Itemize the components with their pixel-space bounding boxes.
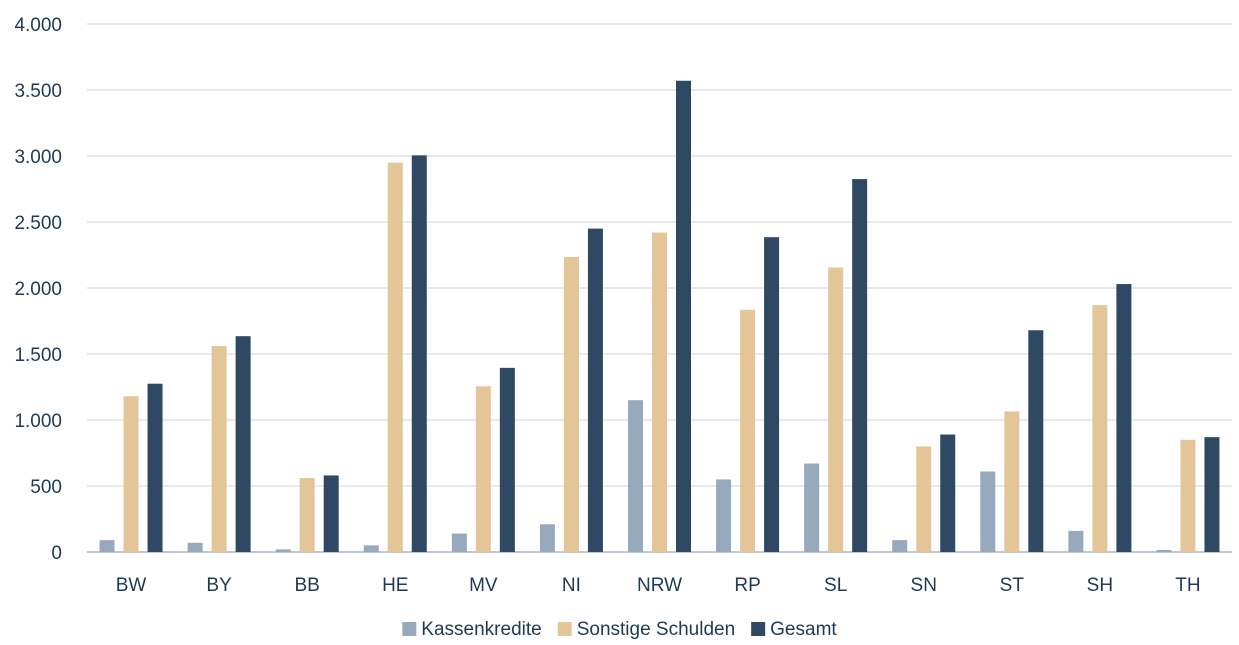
- x-tick-label: SH: [1087, 575, 1113, 596]
- y-tick-label: 2.500: [14, 213, 62, 234]
- legend-swatch-sonstige-schulden: [557, 622, 572, 636]
- bar-gesamt-sh: [1116, 284, 1132, 552]
- bar-sonstige-schulden-nrw: [652, 232, 667, 552]
- x-tick-label: NI: [562, 575, 581, 596]
- bar-kassenkredite-sh: [1068, 530, 1084, 552]
- bar-kassenkredite-ni: [539, 524, 555, 552]
- bar-kassenkredite-mv: [451, 533, 467, 552]
- bar-gesamt-st: [1028, 330, 1044, 552]
- bar-sonstige-schulden-th: [1180, 439, 1196, 552]
- bar-gesamt-sn: [940, 434, 956, 552]
- bar-kassenkredite-by: [187, 542, 203, 552]
- y-tick-label: 1.500: [14, 345, 62, 366]
- legend-swatch-gesamt: [751, 622, 766, 636]
- x-tick-label: SL: [824, 575, 847, 596]
- bar-sonstige-schulden-bw: [123, 396, 139, 552]
- x-tick-label: TH: [1175, 575, 1200, 596]
- bar-gesamt-he: [411, 155, 427, 552]
- y-tick-label: 4.000: [14, 15, 62, 36]
- x-tick-label: HE: [382, 575, 408, 596]
- bar-gesamt-rp: [764, 237, 780, 552]
- bar-kassenkredite-bb: [275, 549, 291, 552]
- bar-sonstige-schulden-ni: [563, 256, 579, 552]
- bar-kassenkredite-he: [363, 545, 379, 552]
- legend-label: Sonstige Schulden: [577, 619, 735, 640]
- bar-gesamt-th: [1204, 437, 1220, 552]
- x-axis-tick-labels: BW BY BB HE MV NI NRW RP SL SN ST SH TH: [116, 575, 1201, 596]
- bar-gesamt-bb: [323, 475, 339, 552]
- x-tick-label: RP: [734, 575, 760, 596]
- bar-sonstige-schulden-mv: [475, 386, 491, 552]
- bar-gesamt-ni: [587, 228, 603, 552]
- bar-sonstige-schulden-by: [211, 346, 227, 552]
- legend-label: Gesamt: [770, 619, 837, 640]
- bar-sonstige-schulden-sh: [1092, 305, 1108, 552]
- bar-sonstige-schulden-he: [387, 162, 403, 552]
- y-tick-label: 3.500: [14, 81, 62, 102]
- x-tick-label: NRW: [637, 575, 682, 596]
- bar-kassenkredite-bw: [99, 540, 115, 552]
- x-tick-label: BB: [295, 575, 320, 596]
- y-tick-label: 500: [30, 477, 62, 498]
- bars: [99, 80, 1220, 552]
- y-axis-tick-labels: 0 500 1.000 1.500 2.000 2.500 3.000 3.500 4.000: [14, 15, 62, 564]
- bar-sonstige-schulden-st: [1004, 411, 1020, 552]
- y-tick-label: 1.000: [14, 411, 62, 432]
- bar-kassenkredite-rp: [716, 479, 732, 552]
- y-tick-label: 3.000: [14, 147, 62, 168]
- legend: Kassenkredite Sonstige Schulden Gesamt: [402, 619, 837, 640]
- bar-sonstige-schulden-rp: [740, 309, 756, 552]
- bar-kassenkredite-sl: [804, 463, 820, 552]
- bar-kassenkredite-nrw: [628, 400, 643, 552]
- y-tick-label: 0: [51, 543, 62, 564]
- y-tick-label: 2.000: [14, 279, 62, 300]
- bar-gesamt-sl: [852, 179, 868, 552]
- x-tick-label: MV: [469, 575, 498, 596]
- bar-sonstige-schulden-bb: [299, 478, 315, 552]
- bar-gesamt-nrw: [676, 80, 691, 552]
- bar-kassenkredite-th: [1156, 550, 1172, 552]
- bar-kassenkredite-st: [980, 471, 996, 552]
- legend-label: Kassenkredite: [421, 619, 541, 640]
- x-tick-label: BW: [116, 575, 147, 596]
- bar-gesamt-by: [235, 336, 251, 552]
- x-tick-label: SN: [911, 575, 937, 596]
- bar-sonstige-schulden-sl: [828, 267, 844, 552]
- bar-sonstige-schulden-sn: [916, 446, 932, 552]
- bar-kassenkredite-sn: [892, 540, 908, 552]
- x-tick-label: BY: [206, 575, 232, 596]
- bar-gesamt-mv: [499, 367, 515, 552]
- legend-swatch-kassenkredite: [402, 622, 417, 636]
- x-tick-label: ST: [1000, 575, 1025, 596]
- bar-gesamt-bw: [147, 383, 163, 552]
